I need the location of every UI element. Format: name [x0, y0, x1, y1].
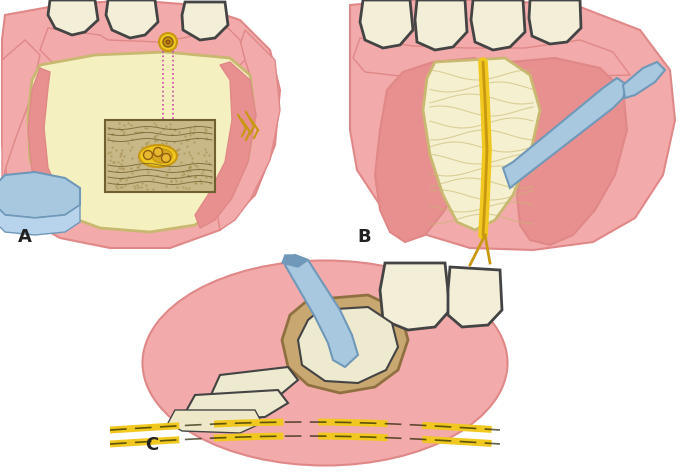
Circle shape	[154, 148, 163, 157]
Circle shape	[162, 153, 171, 162]
Polygon shape	[282, 255, 308, 267]
Polygon shape	[448, 267, 502, 327]
Polygon shape	[0, 172, 80, 218]
Polygon shape	[195, 62, 256, 228]
Circle shape	[143, 150, 152, 159]
Ellipse shape	[143, 260, 507, 466]
FancyBboxPatch shape	[105, 120, 215, 192]
Polygon shape	[510, 58, 627, 245]
Polygon shape	[28, 52, 255, 232]
Polygon shape	[285, 255, 358, 367]
Polygon shape	[40, 28, 245, 75]
Polygon shape	[182, 2, 228, 40]
Text: C: C	[145, 436, 158, 454]
Polygon shape	[471, 0, 525, 50]
Polygon shape	[185, 390, 288, 420]
Polygon shape	[529, 0, 581, 44]
Polygon shape	[2, 0, 280, 248]
Polygon shape	[298, 307, 398, 383]
Circle shape	[166, 40, 170, 44]
Ellipse shape	[152, 149, 172, 163]
Polygon shape	[375, 58, 490, 242]
Polygon shape	[210, 367, 298, 403]
Polygon shape	[215, 30, 280, 230]
Polygon shape	[28, 68, 75, 225]
Polygon shape	[350, 0, 675, 250]
Polygon shape	[2, 40, 40, 200]
Polygon shape	[623, 62, 665, 98]
Polygon shape	[415, 0, 467, 50]
Polygon shape	[503, 78, 627, 188]
Circle shape	[159, 33, 177, 51]
Polygon shape	[353, 38, 630, 80]
Polygon shape	[282, 295, 408, 393]
Polygon shape	[423, 58, 540, 230]
Text: B: B	[357, 228, 371, 246]
Polygon shape	[380, 263, 450, 330]
Polygon shape	[48, 0, 98, 35]
Polygon shape	[106, 0, 158, 38]
Polygon shape	[360, 0, 413, 48]
Polygon shape	[168, 410, 262, 433]
Polygon shape	[0, 205, 80, 235]
Circle shape	[163, 37, 173, 47]
Ellipse shape	[139, 145, 177, 167]
Text: A: A	[18, 228, 32, 246]
